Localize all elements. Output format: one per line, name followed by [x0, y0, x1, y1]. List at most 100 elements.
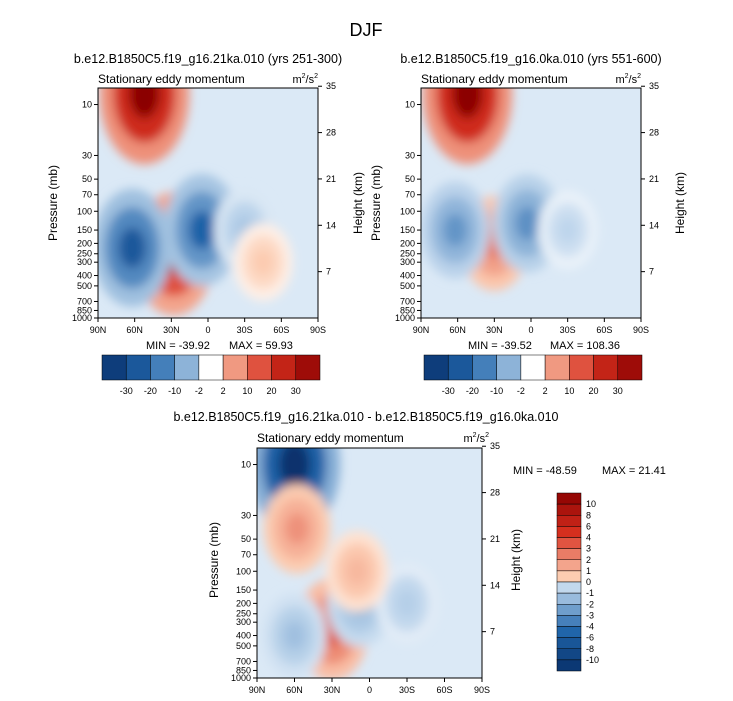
colorbar-label: 10 [242, 386, 252, 396]
x-tick-label: 90S [633, 325, 649, 335]
colorbar-label: 20 [267, 386, 277, 396]
panel-1-ylabel: Pressure (mb) [46, 165, 60, 241]
field-feature-core [396, 589, 418, 618]
height-tick-label: 7 [326, 267, 331, 277]
y-tick-label: 400 [77, 271, 92, 281]
colorbar-label: -20 [466, 386, 479, 396]
panel-2-ylabel: Pressure (mb) [369, 165, 383, 241]
x-tick-label: 60S [596, 325, 612, 335]
panel-1-colorbar: -30 -20 -10 -2 2 10 20 30 [101, 354, 321, 396]
colorbar-label: 6 [586, 521, 591, 531]
colorbar-label: -30 [120, 386, 133, 396]
colorbar-segment [556, 648, 582, 661]
colorbar-segment [556, 526, 582, 538]
y-tick-label: 200 [400, 238, 415, 248]
y-tick-label: 700 [400, 296, 415, 306]
panel-2-field-label: Stationary eddy momentum [421, 72, 568, 86]
panel-1-max-label: MAX = 59.93 [229, 340, 293, 352]
y-tick-label: 30 [241, 510, 251, 520]
height-tick-label: 28 [649, 128, 659, 138]
y-tick-label: 300 [236, 617, 251, 627]
colorbar-label: -2 [517, 386, 525, 396]
panel-1-ylabel-right: Height (km) [351, 172, 365, 234]
colorbar-label: -30 [442, 386, 455, 396]
y-tick-label: 100 [77, 206, 92, 216]
panel-2-colorbar: -30 -20 -10 -2 2 10 20 30 [423, 354, 643, 396]
panel-2: b.e12.B1850C5.f19_g16.0ka.010 (yrs 551-6… [369, 52, 687, 396]
colorbar-segment [520, 354, 546, 381]
y-tick-label: 850 [400, 305, 415, 315]
y-tick-label: 1000 [72, 313, 92, 323]
x-tick-label: 30N [324, 685, 341, 695]
colorbar-label: 4 [586, 533, 591, 543]
y-tick-label: 250 [400, 249, 415, 259]
y-tick-label: 70 [405, 190, 415, 200]
field-feature-core [118, 227, 146, 269]
panel-1-field-label: Stationary eddy momentum [98, 72, 245, 86]
y-tick-label: 700 [236, 656, 251, 666]
field-feature-core [515, 206, 540, 241]
colorbar-label: -1 [586, 588, 594, 598]
x-tick-label: 0 [528, 325, 533, 335]
colorbar-segment [569, 354, 594, 381]
colorbar-segment [544, 354, 570, 381]
panel-3-height-ticks: 35 28 21 14 7 [482, 441, 500, 637]
colorbar-segment [593, 354, 619, 381]
panel-2-max-label: MAX = 108.36 [550, 340, 620, 352]
height-tick-label: 7 [649, 267, 654, 277]
panel-1-x-ticks: 90N 60N 30N 0 30S 60S 90S [90, 318, 326, 335]
height-tick-label: 7 [490, 627, 495, 637]
y-tick-label: 500 [77, 281, 92, 291]
panel-3-field [257, 448, 439, 678]
panel-2-field [421, 88, 598, 291]
colorbar-segment [222, 354, 248, 381]
colorbar-label: 2 [221, 386, 226, 396]
y-tick-label: 10 [405, 100, 415, 110]
height-tick-label: 35 [490, 441, 500, 451]
colorbar-segment [472, 354, 497, 381]
height-tick-label: 28 [490, 488, 500, 498]
x-tick-label: 90N [90, 325, 107, 335]
height-tick-label: 14 [490, 580, 500, 590]
colorbar-segment [556, 559, 582, 572]
height-tick-label: 14 [649, 220, 659, 230]
panel-3-ylabel: Pressure (mb) [207, 522, 221, 598]
colorbar-label: -4 [586, 622, 594, 632]
height-tick-label: 21 [649, 174, 659, 184]
x-tick-label: 60S [436, 685, 452, 695]
x-tick-label: 0 [205, 325, 210, 335]
y-tick-label: 10 [82, 100, 92, 110]
x-tick-label: 90N [249, 685, 266, 695]
panel-2-units: m2/s2 [615, 73, 641, 86]
y-tick-label: 100 [236, 566, 251, 576]
y-tick-label: 1000 [395, 313, 415, 323]
panel-1-min-label: MIN = -39.92 [146, 340, 210, 352]
y-tick-label: 200 [236, 598, 251, 608]
x-tick-label: 30S [560, 325, 576, 335]
field-feature-core [129, 88, 160, 119]
colorbar-segment [556, 548, 582, 560]
colorbar-segment [556, 492, 582, 505]
colorbar-label: -3 [586, 610, 594, 620]
colorbar-segment [617, 354, 643, 381]
panel-3-min-label: MIN = -48.59 [513, 465, 577, 477]
colorbar-segment [556, 537, 582, 549]
field-feature-core [285, 513, 309, 545]
panel-3-field-label: Stationary eddy momentum [257, 431, 404, 445]
colorbar-segment [556, 615, 582, 627]
height-tick-label: 14 [326, 220, 336, 230]
colorbar-segment [556, 659, 582, 672]
y-tick-label: 50 [241, 534, 251, 544]
panel-2-min-label: MIN = -39.52 [468, 340, 532, 352]
colorbar-segment [496, 354, 522, 381]
colorbar-segment [556, 637, 582, 649]
panel-1-units: m2/s2 [292, 73, 318, 86]
colorbar-segment [556, 515, 582, 527]
colorbar-segment [174, 354, 200, 381]
y-tick-label: 50 [405, 174, 415, 184]
panel-3-x-ticks: 90N 60N 30N 0 30S 60S 90S [249, 678, 490, 695]
colorbar-label: 20 [589, 386, 599, 396]
